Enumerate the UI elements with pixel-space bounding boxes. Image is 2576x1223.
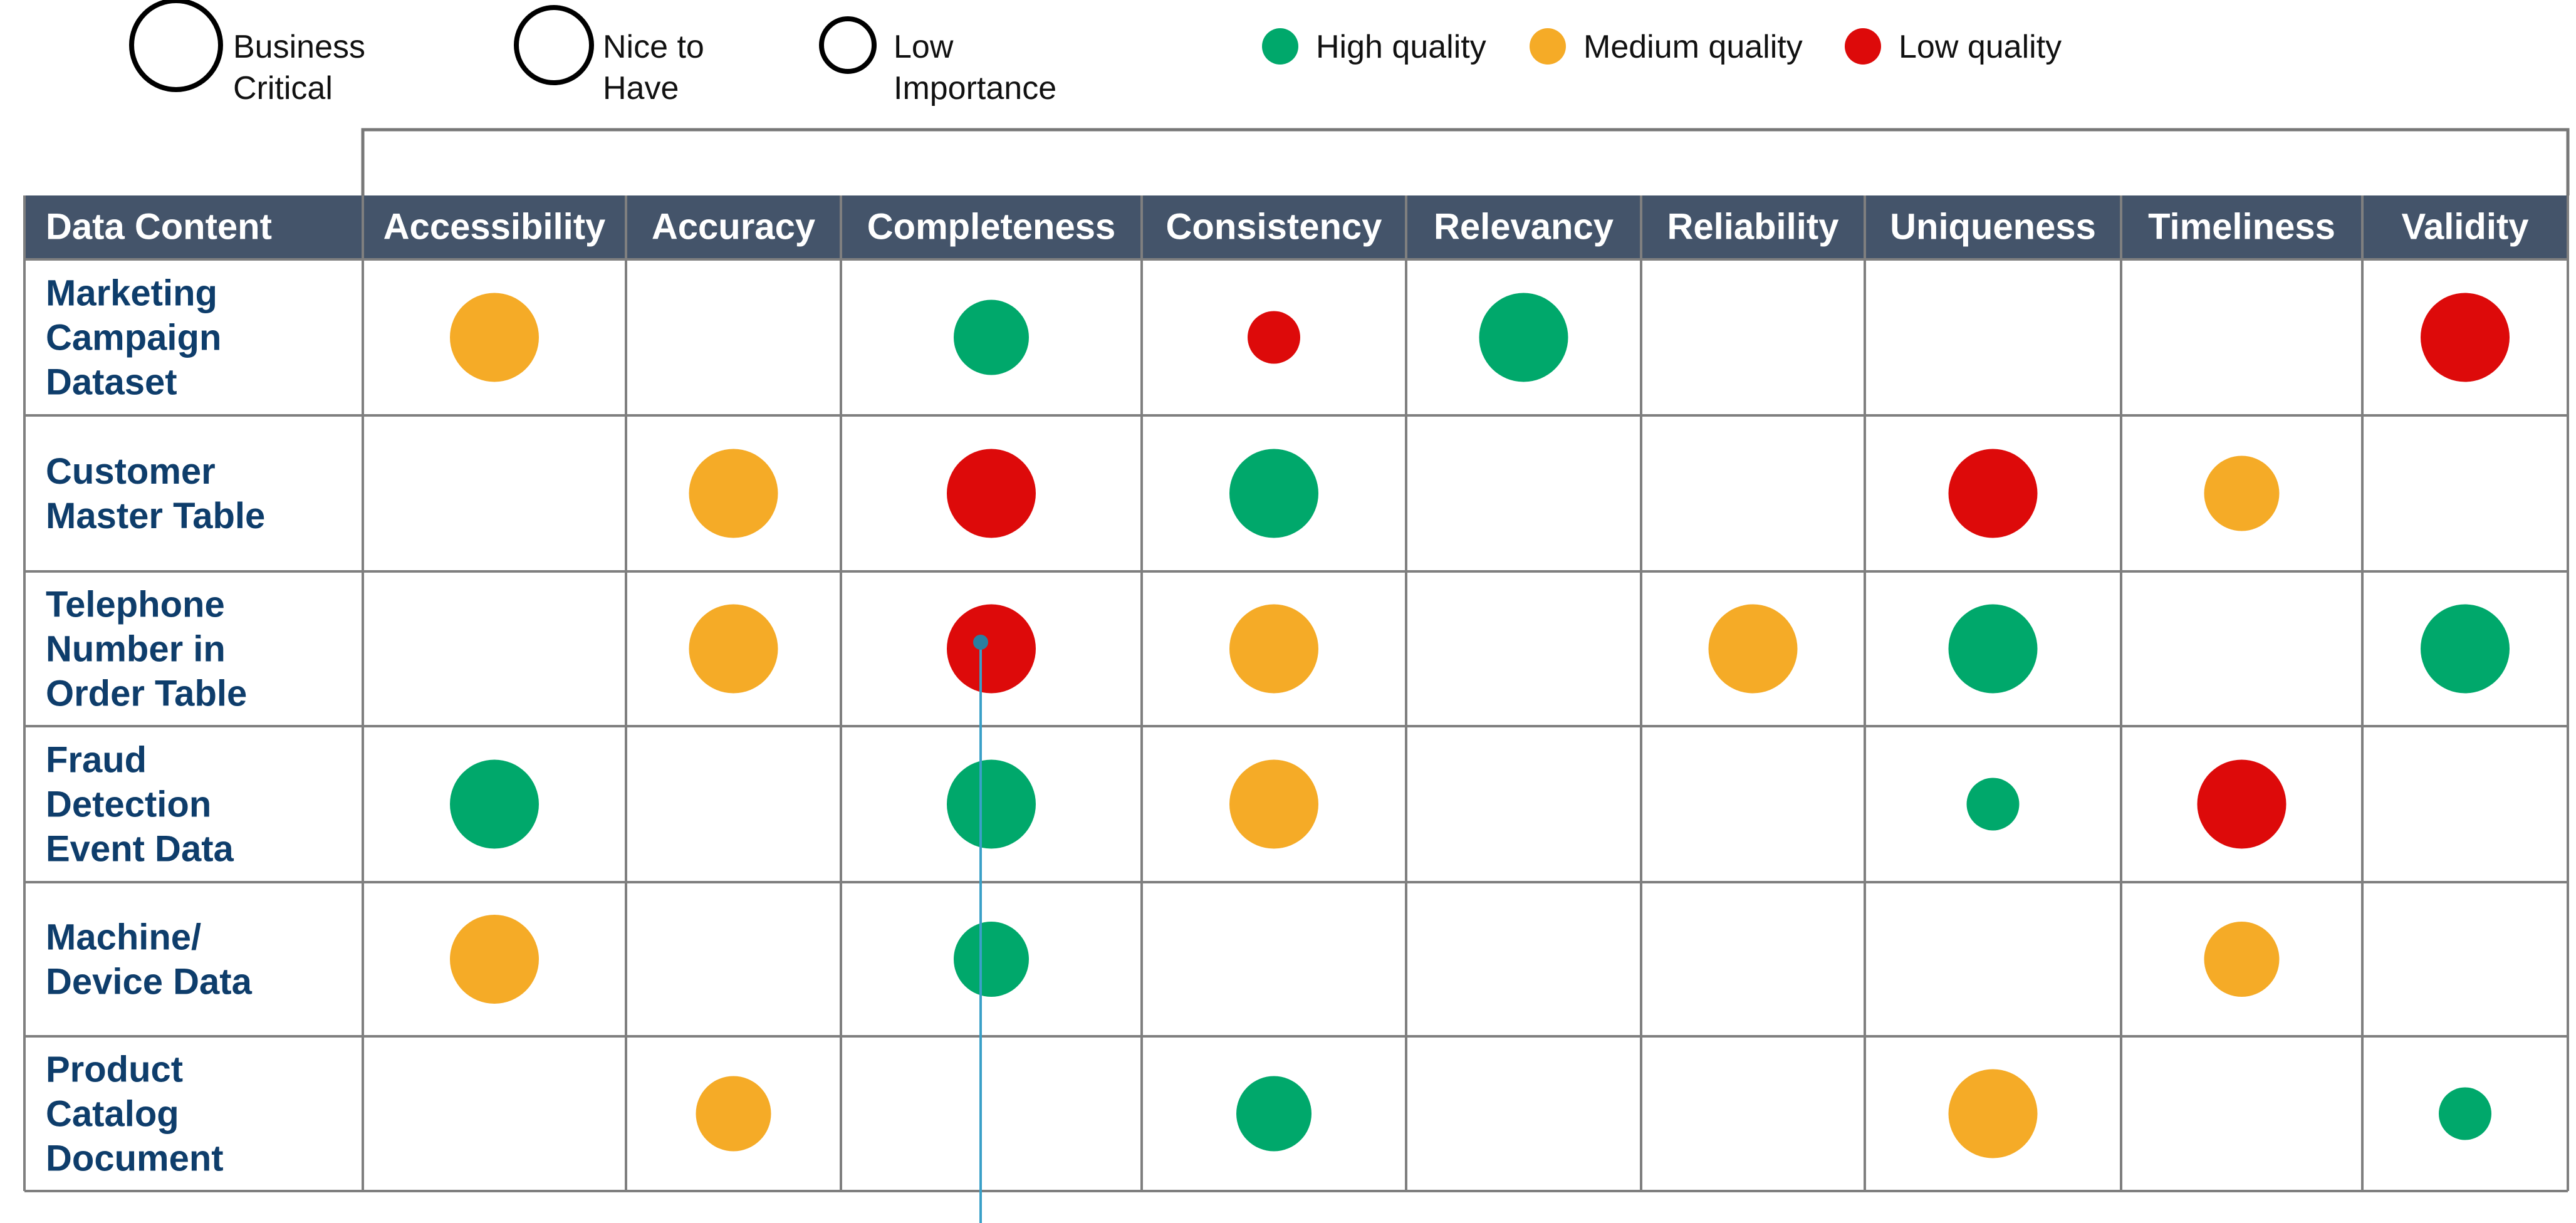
row-label: Catalog [46,1094,179,1135]
quality-symbol [1845,28,1881,65]
legend-label: Medium quality [1583,29,1803,65]
row-label: Document [46,1138,224,1179]
quality-dot [947,604,1036,694]
row-label: Number in [46,629,226,670]
row-label: Fraud [46,740,147,781]
legend-label: Importance [894,70,1056,107]
column-header: Validity [2401,206,2528,247]
row-label: Campaign [46,318,221,358]
quality-dot [947,759,1036,849]
quality-dot [2421,293,2510,382]
column-header: Accessibility [383,206,606,247]
quality-dot [689,604,778,694]
quality-dot [2439,1087,2491,1140]
legend-label: Have [603,70,679,107]
row-label: Detection [46,784,211,825]
row-label: Master Table [46,496,265,536]
quality-dot [696,1076,771,1152]
quality-dot [1948,1069,2038,1158]
importance-symbol [819,16,877,74]
row-label: Device Data [46,962,253,1002]
quality-dot [954,299,1029,375]
column-header: Consistency [1166,206,1382,247]
legend-label: Low quality [1899,29,2062,65]
row-label: Event Data [46,829,234,870]
quality-dot [2204,922,2280,997]
quality-dot [1948,449,2038,538]
quality-dot [2197,759,2287,849]
quality-dot [450,759,539,849]
quality-dot [2204,455,2280,531]
row-label: Dataset [46,362,177,403]
legend-label: High quality [1316,29,1486,65]
row-label: Customer [46,451,216,492]
quality-dot [954,922,1029,997]
quality-symbol [1530,28,1566,65]
column-header: Timeliness [2148,206,2335,247]
row-label: Marketing [46,273,217,314]
row-label: Order Table [46,674,247,714]
importance-symbol [514,5,594,85]
row-label: Telephone [46,585,225,625]
quality-dot [1236,1076,1311,1152]
bracket [361,128,2570,195]
quality-dot [1229,449,1318,538]
column-header: Accuracy [652,206,815,247]
quality-symbol [1262,28,1298,65]
quality-dot [450,915,539,1004]
column-header: Reliability [1667,206,1839,247]
cursor-point [973,635,988,650]
column-header: Data Content [46,206,272,247]
column-header: Completeness [867,206,1115,247]
importance-symbol [129,0,223,92]
quality-dot [2421,604,2510,694]
legend-label: Nice to [603,29,704,65]
quality-dot [947,449,1036,538]
quality-dot [689,449,778,538]
quality-dot [1479,293,1568,382]
quality-dot [1248,311,1300,364]
legend-label: Critical [233,70,333,107]
header-row [24,195,2568,259]
quality-dot [1708,604,1798,694]
quality-dot [450,293,539,382]
quality-dot [1948,604,2038,694]
column-header: Relevancy [1434,206,1614,247]
quality-dot [1966,778,2020,831]
quality-dot [1229,759,1318,849]
row-label: Machine/ [46,917,201,958]
legend-label: Low [894,29,954,65]
column-header: Uniqueness [1890,206,2096,247]
row-label: Product [46,1049,183,1090]
quality-dot [1229,604,1318,694]
legend-label: Business [233,29,365,65]
